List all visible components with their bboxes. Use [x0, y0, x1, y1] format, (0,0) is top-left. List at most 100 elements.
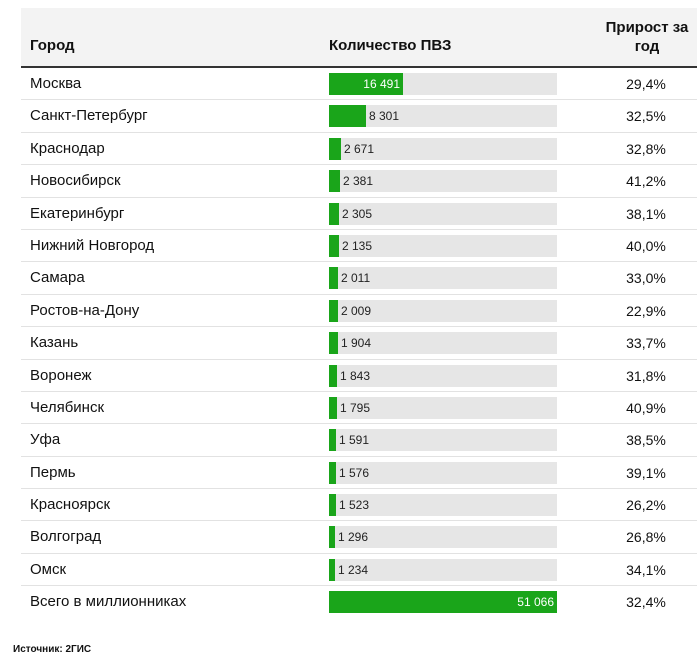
- bar-value-label: 2 305: [342, 206, 373, 221]
- pvz-table: Город Количество ПВЗ Прирост за год Моск…: [21, 8, 697, 619]
- bar-track: 51 066: [329, 591, 557, 614]
- table-row: Екатеринбург 2 305 38,1%: [21, 198, 697, 230]
- bar-track: 2 305: [329, 202, 557, 225]
- bar-track: 1 795: [329, 396, 557, 419]
- bar-track: 16 491: [329, 73, 557, 95]
- bar-value-label: 51 066: [517, 595, 554, 610]
- bar-fill: [329, 202, 339, 225]
- bar-value-label: 2 135: [342, 238, 373, 253]
- table-row: Казань 1 904 33,7%: [21, 327, 697, 360]
- bar-track: 1 904: [329, 332, 557, 355]
- growth-value: 33,7%: [626, 335, 666, 352]
- city-name: Краснодар: [30, 139, 105, 157]
- bar-value-label: 1 843: [340, 368, 371, 383]
- growth-value: 41,2%: [626, 173, 666, 190]
- growth-value: 34,1%: [626, 561, 666, 578]
- growth-value: 22,9%: [626, 302, 666, 319]
- growth-value: 39,1%: [626, 464, 666, 481]
- bar-fill: [329, 494, 336, 517]
- growth-value: 29,4%: [626, 76, 666, 92]
- table-row: Красноярск 1 523 26,2%: [21, 489, 697, 522]
- city-name: Уфа: [30, 431, 61, 449]
- growth-value: 31,8%: [626, 367, 666, 384]
- column-header-growth: Прирост за год: [605, 19, 689, 55]
- table-row-total: Всего в миллионниках 51 066 32,4%: [21, 586, 697, 618]
- city-name: Москва: [30, 75, 82, 92]
- city-name: Новосибирск: [30, 172, 121, 190]
- city-name: Казань: [30, 334, 79, 352]
- bar-track: 2 381: [329, 170, 557, 193]
- bar-fill: [329, 591, 557, 614]
- bar-fill: [329, 526, 335, 549]
- bar-fill: [329, 137, 341, 160]
- table-row: Краснодар 2 671 32,8%: [21, 133, 697, 166]
- bar-fill: [329, 396, 337, 419]
- table-row: Омск 1 234 34,1%: [21, 554, 697, 587]
- column-header-city: Город: [30, 37, 75, 54]
- city-name: Нижний Новгород: [30, 236, 155, 254]
- growth-value: 26,8%: [626, 529, 666, 546]
- bar-track: 1 523: [329, 494, 557, 517]
- bar-fill: [329, 429, 336, 452]
- table-row: Воронеж 1 843 31,8%: [21, 360, 697, 392]
- growth-value: 33,0%: [626, 270, 666, 287]
- bar-fill: [329, 170, 340, 193]
- bar-fill: [329, 267, 338, 290]
- table-row: Нижний Новгород 2 135 40,0%: [21, 230, 697, 263]
- growth-value: 26,2%: [626, 497, 666, 514]
- city-name: Омск: [30, 560, 67, 578]
- city-name: Пермь: [30, 463, 76, 481]
- bar-track: 2 671: [329, 137, 557, 160]
- city-name: Воронеж: [30, 366, 92, 384]
- bar-value-label: 8 301: [369, 109, 400, 124]
- bar-value-label: 2 381: [343, 174, 374, 189]
- table-row: Санкт-Петербург 8 301 32,5%: [21, 100, 697, 133]
- bar-fill: [329, 73, 403, 95]
- growth-value: 40,9%: [626, 399, 666, 416]
- growth-value: 40,0%: [626, 237, 666, 254]
- bar-track: 8 301: [329, 105, 557, 128]
- bar-fill: [329, 105, 366, 128]
- city-name: Волгоград: [30, 528, 102, 546]
- table-row: Уфа 1 591 38,5%: [21, 424, 697, 457]
- table-body: Москва 16 491 29,4% Санкт-Петербург 8 301 32,…: [21, 68, 697, 619]
- bar-track: 2 011: [329, 267, 557, 290]
- bar-track: 1 296: [329, 526, 557, 549]
- city-name: Ростов-на-Дону: [30, 301, 140, 319]
- column-header-count: Количество ПВЗ: [329, 37, 452, 54]
- bar-value-label: 1 523: [339, 498, 370, 513]
- table-row: Ростов-на-Дону 2 009 22,9%: [21, 295, 697, 328]
- bar-track: 1 843: [329, 364, 557, 387]
- bar-value-label: 1 591: [339, 433, 370, 448]
- bar-fill: [329, 332, 338, 355]
- source-note: Источник: 2ГИС: [13, 644, 92, 655]
- city-name: Самара: [30, 269, 85, 287]
- bar-fill: [329, 299, 338, 322]
- bar-track: 1 591: [329, 429, 557, 452]
- bar-value-label: 2 671: [344, 141, 375, 156]
- bar-fill: [329, 234, 339, 257]
- bar-track: 1 234: [329, 558, 557, 581]
- bar-value-label: 1 576: [339, 465, 370, 480]
- table-row: Пермь 1 576 39,1%: [21, 457, 697, 490]
- table-row: Москва 16 491 29,4%: [21, 68, 697, 101]
- table-row: Самара 2 011 33,0%: [21, 262, 697, 295]
- bar-fill: [329, 461, 336, 484]
- table-row: Волгоград 1 296 26,8%: [21, 521, 697, 554]
- table-row: Новосибирск 2 381 41,2%: [21, 165, 697, 198]
- bar-track: 1 576: [329, 461, 557, 484]
- bar-value-label: 1 296: [338, 530, 369, 545]
- growth-value: 38,5%: [626, 432, 666, 449]
- growth-value: 32,8%: [626, 140, 666, 157]
- bar-value-label: 2 011: [341, 271, 371, 286]
- bar-value-label: 1 795: [340, 400, 371, 415]
- table-header: Город Количество ПВЗ Прирост за год: [21, 8, 697, 68]
- bar-fill: [329, 364, 337, 387]
- bar-track: 2 135: [329, 234, 557, 257]
- growth-value: 38,1%: [626, 205, 666, 222]
- city-name: Всего в миллионниках: [30, 593, 187, 611]
- growth-value: 32,4%: [626, 594, 666, 611]
- bar-fill: [329, 558, 335, 581]
- city-name: Челябинск: [30, 398, 105, 416]
- bar-value-label: 2 009: [341, 303, 372, 318]
